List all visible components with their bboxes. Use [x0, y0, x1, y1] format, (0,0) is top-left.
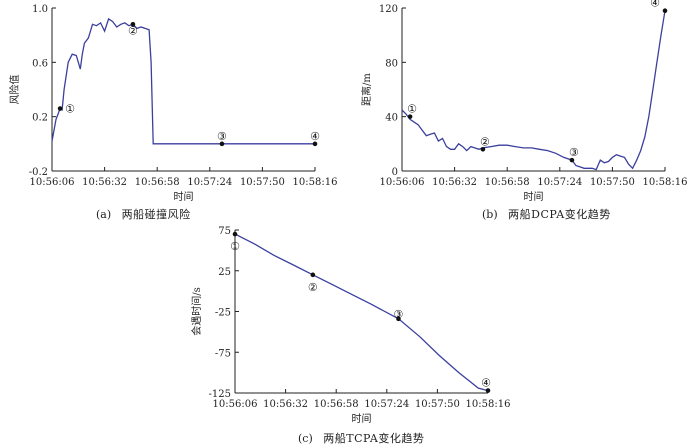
y-axis-label-a: 风险值 [8, 75, 21, 105]
x-axis-label-b: 时间 [524, 190, 544, 203]
marker-label-a: ③ [217, 130, 227, 143]
marker-label-c: ④ [481, 377, 491, 390]
series-line-a [51, 17, 315, 145]
y-tick-label-c: 75 [218, 226, 231, 237]
caption-a: (a) 两船碰撞风险 [96, 206, 191, 222]
x-tick-label-c: 10:56:06 [213, 399, 258, 410]
marker-point-a [312, 141, 318, 147]
marker-point-b [569, 157, 575, 163]
x-tick-label-c: 10:56:58 [314, 399, 359, 410]
caption-b-text: 两船DCPA变化趋势 [508, 208, 611, 221]
caption-b: (b) 两船DCPA变化趋势 [482, 206, 611, 222]
marker-point-b [407, 114, 413, 119]
marker-point-b [480, 146, 486, 152]
plot-a: -0.2 0.2 0.6 1.0 10:56:06 10:56:32 10:56:58 10:… [8, 4, 337, 203]
marker-label-b: ① [407, 103, 417, 116]
marker-label-a: ④ [310, 130, 320, 143]
caption-a-prefix: (a) [96, 208, 112, 221]
y-axis-label-c: 会遇时间/s [190, 287, 203, 336]
marker-point-a [57, 106, 63, 111]
y-tick-label-c: 25 [218, 267, 231, 278]
marker-point-c [232, 231, 238, 237]
x-axis-label-a: 时间 [174, 190, 194, 203]
marker-point-b [662, 8, 668, 14]
x-tick-label-b: 10:58:16 [643, 177, 688, 188]
x-tick-label-a: 10:56:58 [135, 177, 180, 188]
marker-point-c [485, 388, 491, 393]
x-axis-label-c: 时间 [352, 412, 372, 425]
y-axis-label-b: 距离/m [360, 73, 373, 106]
x-tick-label-b: 10:57:50 [590, 177, 635, 188]
x-tick-label-c: 10:57:24 [364, 399, 409, 410]
x-tick-label-a: 10:58:16 [293, 177, 338, 188]
y-tick-label-a: 1.0 [32, 4, 48, 15]
y-tick-label-b: 0 [392, 167, 398, 178]
marker-point-a [130, 22, 136, 27]
x-tick-label-a: 10:57:50 [240, 177, 285, 188]
x-tick-label-c: 10:56:32 [263, 399, 308, 410]
marker-label-c: ③ [394, 308, 404, 321]
marker-label-a: ② [128, 24, 138, 37]
y-tick-label-b: 40 [385, 113, 398, 124]
marker-label-b: ② [480, 135, 490, 148]
marker-label-b: ④ [650, 0, 660, 10]
y-tick-label-b: 120 [379, 4, 398, 15]
x-tick-label-a: 10:56:32 [82, 177, 127, 188]
caption-c: (c) 两船TCPA变化趋势 [298, 430, 424, 446]
marker-label-a: ① [65, 103, 75, 116]
x-tick-label-b: 10:57:24 [537, 177, 582, 188]
x-tick-label-c: 10:57:50 [415, 399, 460, 410]
marker-point-c [396, 316, 401, 322]
x-tick-label-c: 10:58:16 [466, 399, 511, 410]
x-tick-label-a: 10:57:24 [187, 177, 232, 188]
caption-b-prefix: (b) [482, 208, 498, 221]
y-tick-label-b: 80 [385, 58, 398, 69]
marker-point-a [219, 141, 225, 147]
marker-point-c [310, 272, 316, 278]
y-tick-label-a: 0.2 [32, 113, 48, 124]
marker-label-b: ③ [569, 146, 579, 159]
series-line-b [401, 10, 666, 171]
marker-label-c: ① [230, 240, 240, 253]
x-tick-label-b: 10:56:32 [432, 177, 477, 188]
y-tick-label-a: -0.2 [29, 167, 48, 178]
caption-c-text: 两船TCPA变化趋势 [323, 432, 425, 445]
y-tick-label-c: -25 [215, 308, 231, 319]
x-tick-label-a: 10:56:06 [30, 177, 75, 188]
y-tick-label-c: -125 [209, 389, 231, 400]
caption-c-prefix: (c) [298, 432, 313, 445]
plot-b: 0 40 80 120 10:56:06 10:56:32 10:56:58 10:57:24… [360, 0, 687, 203]
marker-label-c: ② [308, 281, 318, 294]
x-tick-label-b: 10:56:58 [485, 177, 530, 188]
series-line-c [234, 233, 489, 392]
caption-a-text: 两船碰撞风险 [121, 208, 191, 221]
y-tick-label-c: -75 [215, 348, 231, 359]
x-tick-label-b: 10:56:06 [380, 177, 425, 188]
y-tick-label-a: 0.6 [32, 58, 48, 69]
